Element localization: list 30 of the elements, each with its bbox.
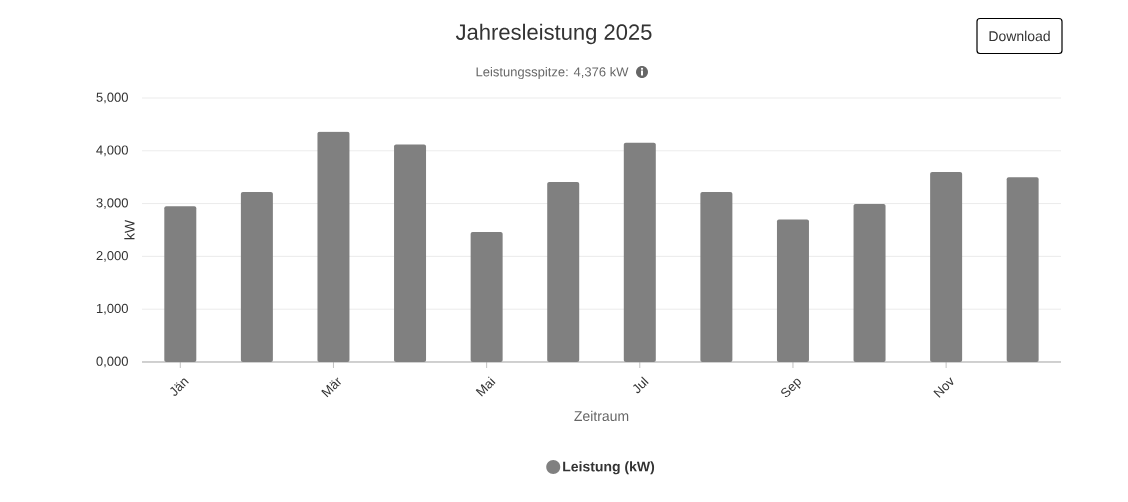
y-tick-label: 0,000 bbox=[96, 356, 128, 368]
bar bbox=[930, 171, 963, 362]
bar bbox=[776, 219, 809, 362]
x-tick-label: Jän bbox=[170, 378, 189, 396]
bar bbox=[394, 144, 427, 362]
bar bbox=[623, 142, 656, 362]
y-tick-label: 5,000 bbox=[96, 92, 128, 104]
text: Download bbox=[989, 30, 1050, 42]
x-tick-label: Sep bbox=[781, 378, 801, 398]
x-tick-label: Jul bbox=[633, 376, 649, 394]
bar bbox=[853, 204, 886, 362]
chart-title: Jahresleistung 2025 bbox=[455, 23, 652, 45]
legend-label: Leistung (kW) bbox=[563, 461, 655, 475]
bar bbox=[470, 232, 503, 362]
bar bbox=[317, 131, 350, 362]
y-tick-label: 1,000 bbox=[96, 303, 128, 315]
y-tick-label: 4,000 bbox=[96, 145, 128, 157]
bar bbox=[547, 181, 580, 362]
bar bbox=[240, 191, 273, 362]
chart-subtitle: Leistungsspitze: 4,376 kW bbox=[476, 66, 629, 80]
y-tick-label: 3,000 bbox=[96, 198, 128, 209]
y-tick-label: 2,000 bbox=[96, 251, 128, 262]
bar bbox=[164, 206, 197, 362]
bar bbox=[1006, 177, 1039, 362]
bar bbox=[700, 191, 733, 362]
y-axis-title: kW bbox=[124, 219, 135, 240]
x-tick-label: Mär bbox=[321, 377, 341, 398]
x-tick-label: Nov bbox=[933, 377, 954, 398]
x-tick-label: Mai bbox=[475, 376, 496, 397]
x-axis-title: Zeitraum bbox=[574, 410, 629, 422]
